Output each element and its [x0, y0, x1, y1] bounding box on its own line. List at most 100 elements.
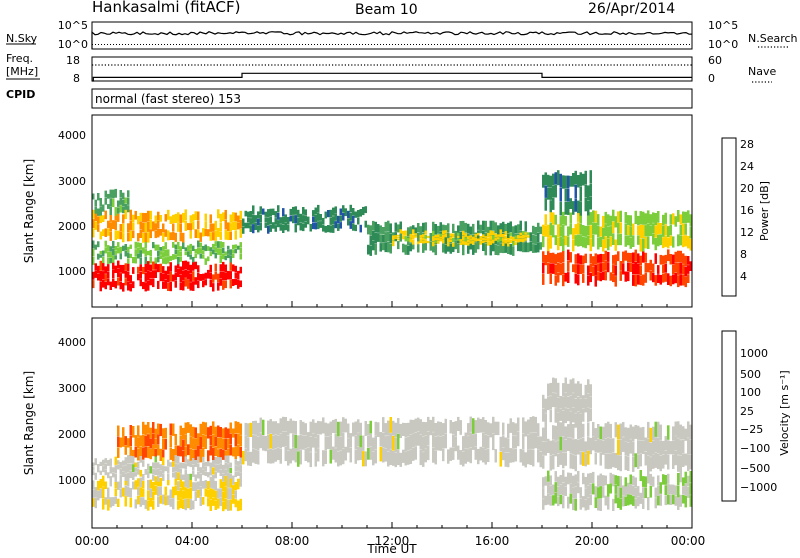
heatmap-cell-band-3 — [532, 416, 535, 433]
heatmap-cell-band-3 — [354, 421, 357, 436]
heatmap-cell-band-5 — [629, 424, 632, 439]
heatmap-cell-band-5 — [437, 225, 440, 234]
heatmap-cell-band-2 — [194, 211, 197, 220]
heatmap-cell-band-0 — [144, 272, 147, 282]
heatmap-cell-band-2 — [179, 468, 182, 474]
heatmap-cell-band-8 — [684, 235, 687, 247]
heatmap-cell-band-3 — [354, 449, 357, 464]
heatmap-cell-band-1 — [157, 250, 160, 257]
heatmap-cell-band-1 — [174, 254, 177, 260]
heatmap-cell-band-3 — [284, 417, 287, 432]
heatmap-cell-band-4 — [364, 206, 367, 214]
heatmap-cell-band-5 — [537, 232, 540, 243]
heatmap-cell-band-8 — [672, 236, 675, 248]
heatmap-cell-band-2 — [132, 222, 135, 231]
heatmap-cell-band-8 — [689, 226, 692, 239]
heatmap-cell-band-8 — [619, 233, 622, 246]
heatmap-cell-band-4 — [339, 215, 342, 222]
heatmap-cell-band-2 — [184, 209, 187, 220]
heatmap-cell-band-6 — [419, 234, 422, 239]
heatmap-cell-band-8 — [544, 214, 547, 226]
heatmap-cell-band-1 — [214, 241, 217, 247]
heatmap-cell-band-2 — [119, 475, 122, 482]
heatmap-cell-band-6 — [559, 408, 562, 421]
heatmap-cell-band-8 — [689, 238, 692, 251]
heatmap-cell-band-3 — [507, 423, 510, 438]
heatmap-cell-band-7 — [667, 249, 670, 262]
heatmap-cell-band-1 — [197, 445, 200, 457]
heatmap-cell-band-0 — [104, 266, 107, 274]
heatmap-cell-band-0 — [134, 499, 137, 509]
heatmap-cell-band-6 — [432, 241, 435, 247]
heatmap-cell-band-4 — [312, 210, 315, 217]
heatmap-cell-band-4 — [652, 476, 655, 487]
heatmap-cell-band-5 — [602, 440, 605, 455]
heatmap-cell-band-6 — [494, 237, 497, 241]
heatmap-cell-band-3 — [357, 446, 360, 461]
heatmap-cell-band-1 — [227, 428, 230, 439]
heatmap-cell-band-3 — [317, 434, 320, 448]
heatmap-cell-band-5 — [579, 425, 582, 439]
heatmap-cell-band-6 — [487, 241, 490, 246]
heatmap-cell-band-5 — [649, 457, 652, 472]
heatmap-cell-band-5 — [367, 244, 370, 255]
heatmap-cell-band-3 — [404, 423, 407, 437]
heatmap-cell-band-0 — [182, 490, 185, 500]
heatmap-cell-band-7 — [557, 262, 560, 273]
heatmap-cell-band-5 — [389, 223, 392, 234]
heatmap-cell-band-1 — [199, 242, 202, 248]
heatmap-cell-band-5 — [422, 243, 425, 253]
heatmap-cell-band-4 — [274, 225, 277, 232]
heatmap-cell-band-0 — [172, 274, 175, 282]
heatmap-cell-band-6 — [572, 378, 575, 393]
heatmap-cell-band-5 — [632, 457, 635, 472]
heatmap-cell-band-2 — [119, 231, 122, 240]
heatmap-cell-band-9 — [584, 184, 587, 198]
heatmap-cell-band-1 — [234, 433, 237, 447]
heatmap-cell-band-5 — [557, 440, 560, 454]
heatmap-cell-band-3 — [292, 447, 295, 461]
heatmap-cell-band-0 — [127, 271, 130, 282]
heatmap-cell-band-8 — [557, 224, 560, 238]
heatmap-cell-band-7 — [589, 263, 592, 273]
heatmap-cell-band-7 — [677, 275, 680, 288]
heatmap-cell-band-9 — [544, 172, 547, 185]
heatmap-cell-band-2 — [232, 221, 235, 230]
heatmap-cell-band-5 — [662, 440, 665, 455]
heatmap-cell-band-3 — [482, 447, 485, 463]
heatmap-cell-band-1 — [184, 434, 187, 447]
heatmap-cell-band-3 — [427, 445, 430, 461]
velocity-scale-tick-25: 25 — [740, 405, 754, 418]
heatmap-cell-band-3 — [274, 421, 277, 435]
heatmap-cell-band-3 — [389, 449, 392, 465]
heatmap-cell-band-0 — [122, 264, 125, 274]
heatmap-cell-band-6 — [464, 233, 467, 237]
heatmap-cell-band-4 — [689, 495, 692, 507]
heatmap-cell-band-5 — [492, 241, 495, 252]
heatmap-cell-band-3 — [269, 449, 272, 464]
heatmap-cell-band-1 — [192, 426, 195, 438]
heatmap-cell-band-0 — [127, 262, 130, 272]
heatmap-cell-band-2 — [179, 232, 182, 242]
heatmap-cell-band-0 — [192, 271, 195, 281]
heatmap-cell-band-6 — [424, 239, 427, 244]
heatmap-cell-band-1 — [199, 253, 202, 259]
heatmap-cell-band-3 — [427, 416, 430, 432]
heatmap-cell-band-7 — [632, 275, 635, 286]
heatmap-cell-band-7 — [612, 255, 615, 264]
heatmap-cell-band-1 — [189, 448, 192, 461]
velocity-ytick-2000: 2000 — [58, 428, 86, 441]
heatmap-cell-band-5 — [657, 437, 660, 454]
heatmap-cell-band-3 — [304, 423, 307, 436]
heatmap-cell-band-7 — [582, 264, 585, 274]
heatmap-cell-band-1 — [184, 422, 187, 435]
heatmap-cell-band-4 — [677, 485, 680, 498]
xtick-1200: 12:00 — [375, 534, 410, 548]
heatmap-cell-band-0 — [189, 282, 192, 291]
heatmap-cell-band-3 — [392, 451, 395, 466]
heatmap-cell-band-4 — [579, 498, 582, 510]
heatmap-cell-band-3 — [424, 422, 427, 436]
heatmap-cell-band-5 — [644, 437, 647, 452]
heatmap-cell-band-6 — [464, 241, 467, 246]
heatmap-cell-band-1 — [239, 423, 242, 435]
